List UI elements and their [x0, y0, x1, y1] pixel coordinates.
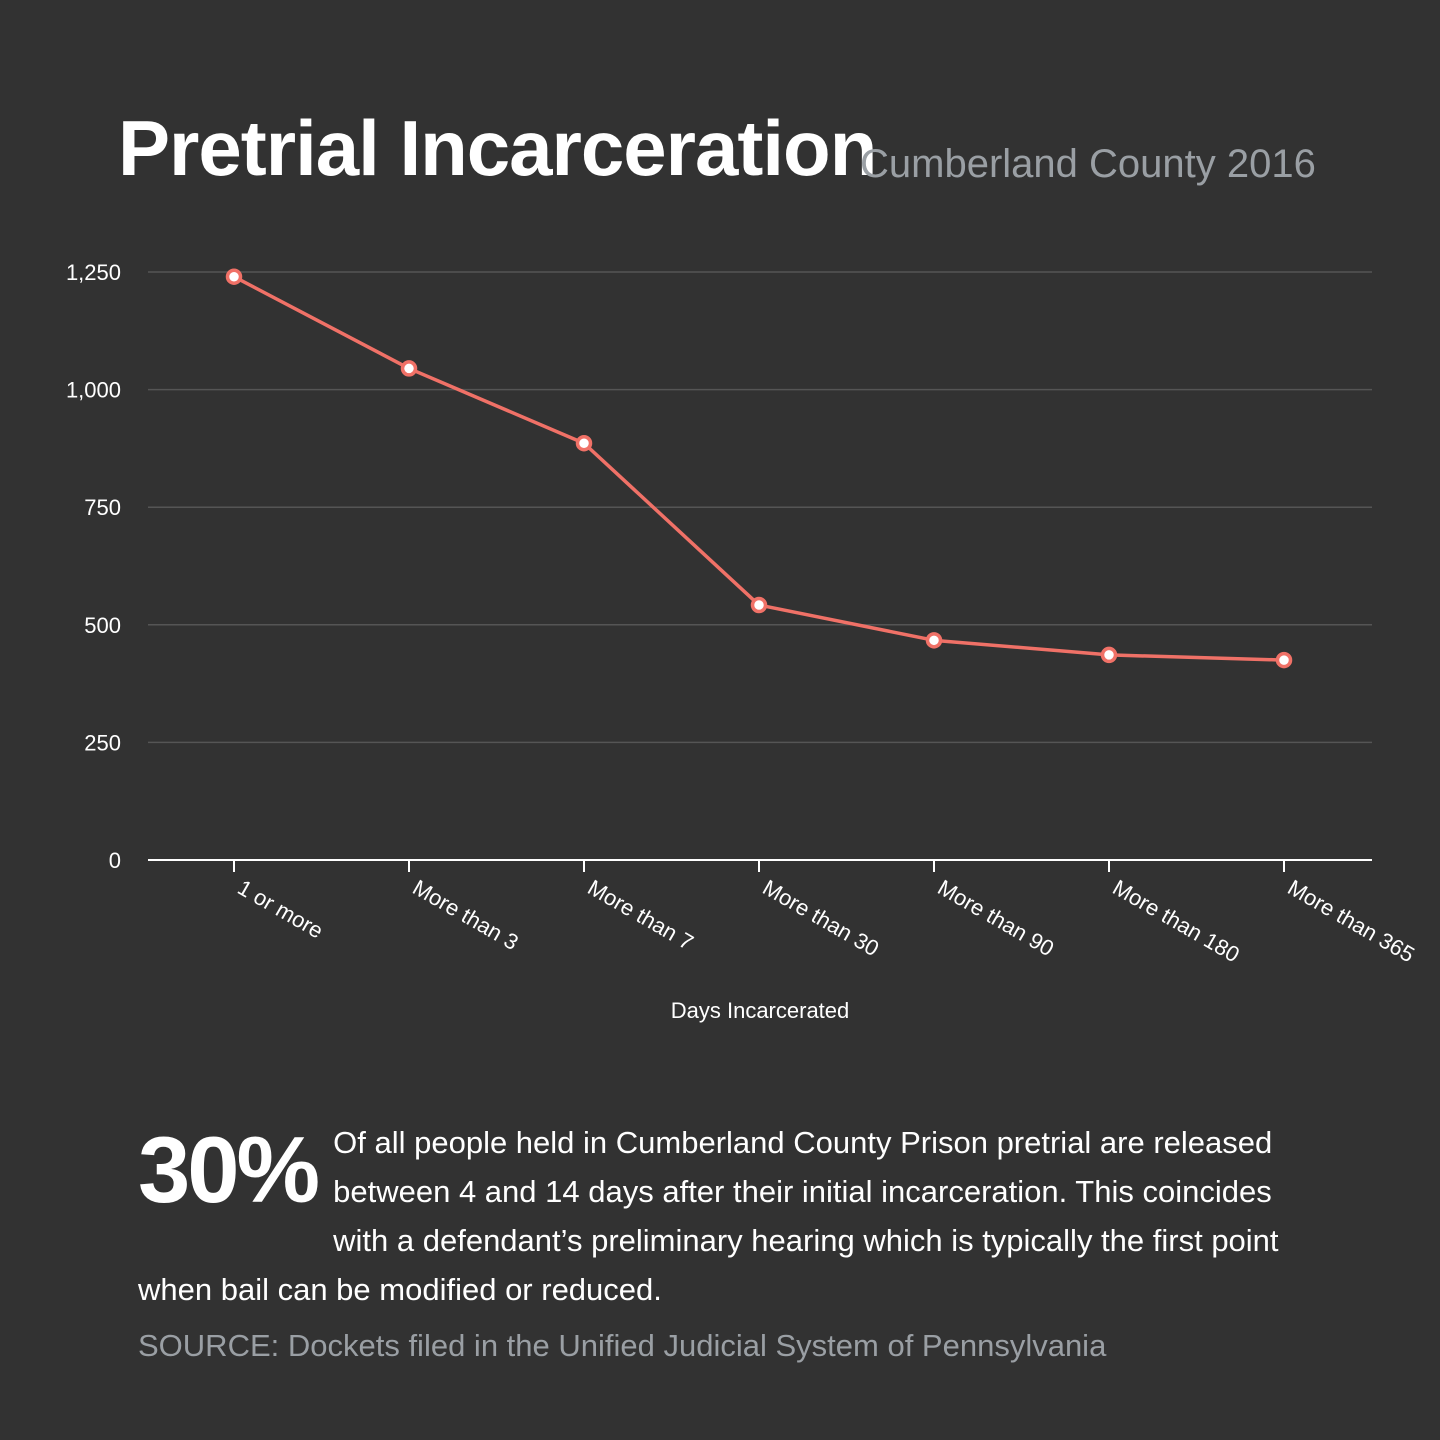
- x-tick-label: More than 365: [1284, 875, 1419, 968]
- x-axis-title: Days Incarcerated: [671, 998, 850, 1023]
- x-tick-label: More than 7: [584, 875, 698, 955]
- data-point: [1275, 651, 1293, 669]
- data-point: [1100, 646, 1118, 664]
- x-tick-label: More than 90: [934, 875, 1059, 961]
- callout-paragraph: 30% Of all people held in Cumberland Cou…: [138, 1118, 1298, 1314]
- page-title: Pretrial Incarceration: [118, 104, 877, 192]
- data-point: [225, 268, 243, 285]
- x-tick-label: More than 30: [759, 875, 884, 961]
- data-point: [400, 360, 418, 377]
- data-point: [750, 596, 768, 614]
- callout-text: Of all people held in Cumberland County …: [138, 1125, 1279, 1307]
- x-tick-label: More than 3: [409, 875, 523, 955]
- y-tick-label: 1,000: [66, 378, 121, 403]
- callout-stat: 30%: [138, 1117, 320, 1222]
- y-tick-label: 0: [109, 848, 121, 873]
- x-tick-label: More than 180: [1109, 875, 1244, 968]
- y-tick-label: 750: [84, 495, 121, 520]
- data-point: [925, 632, 943, 649]
- data-point: [575, 434, 593, 452]
- source-note: SOURCE: Dockets filed in the Unified Jud…: [138, 1328, 1107, 1363]
- y-tick-label: 250: [84, 730, 121, 755]
- x-tick-label: 1 or more: [234, 875, 328, 944]
- y-tick-label: 1,250: [66, 260, 121, 285]
- y-tick-label: 500: [84, 613, 121, 638]
- page-subtitle: Cumberland County 2016: [860, 142, 1316, 186]
- line-chart: 0 250 500 750 1,000 1,250 1 or more More than 3…: [66, 260, 1419, 1023]
